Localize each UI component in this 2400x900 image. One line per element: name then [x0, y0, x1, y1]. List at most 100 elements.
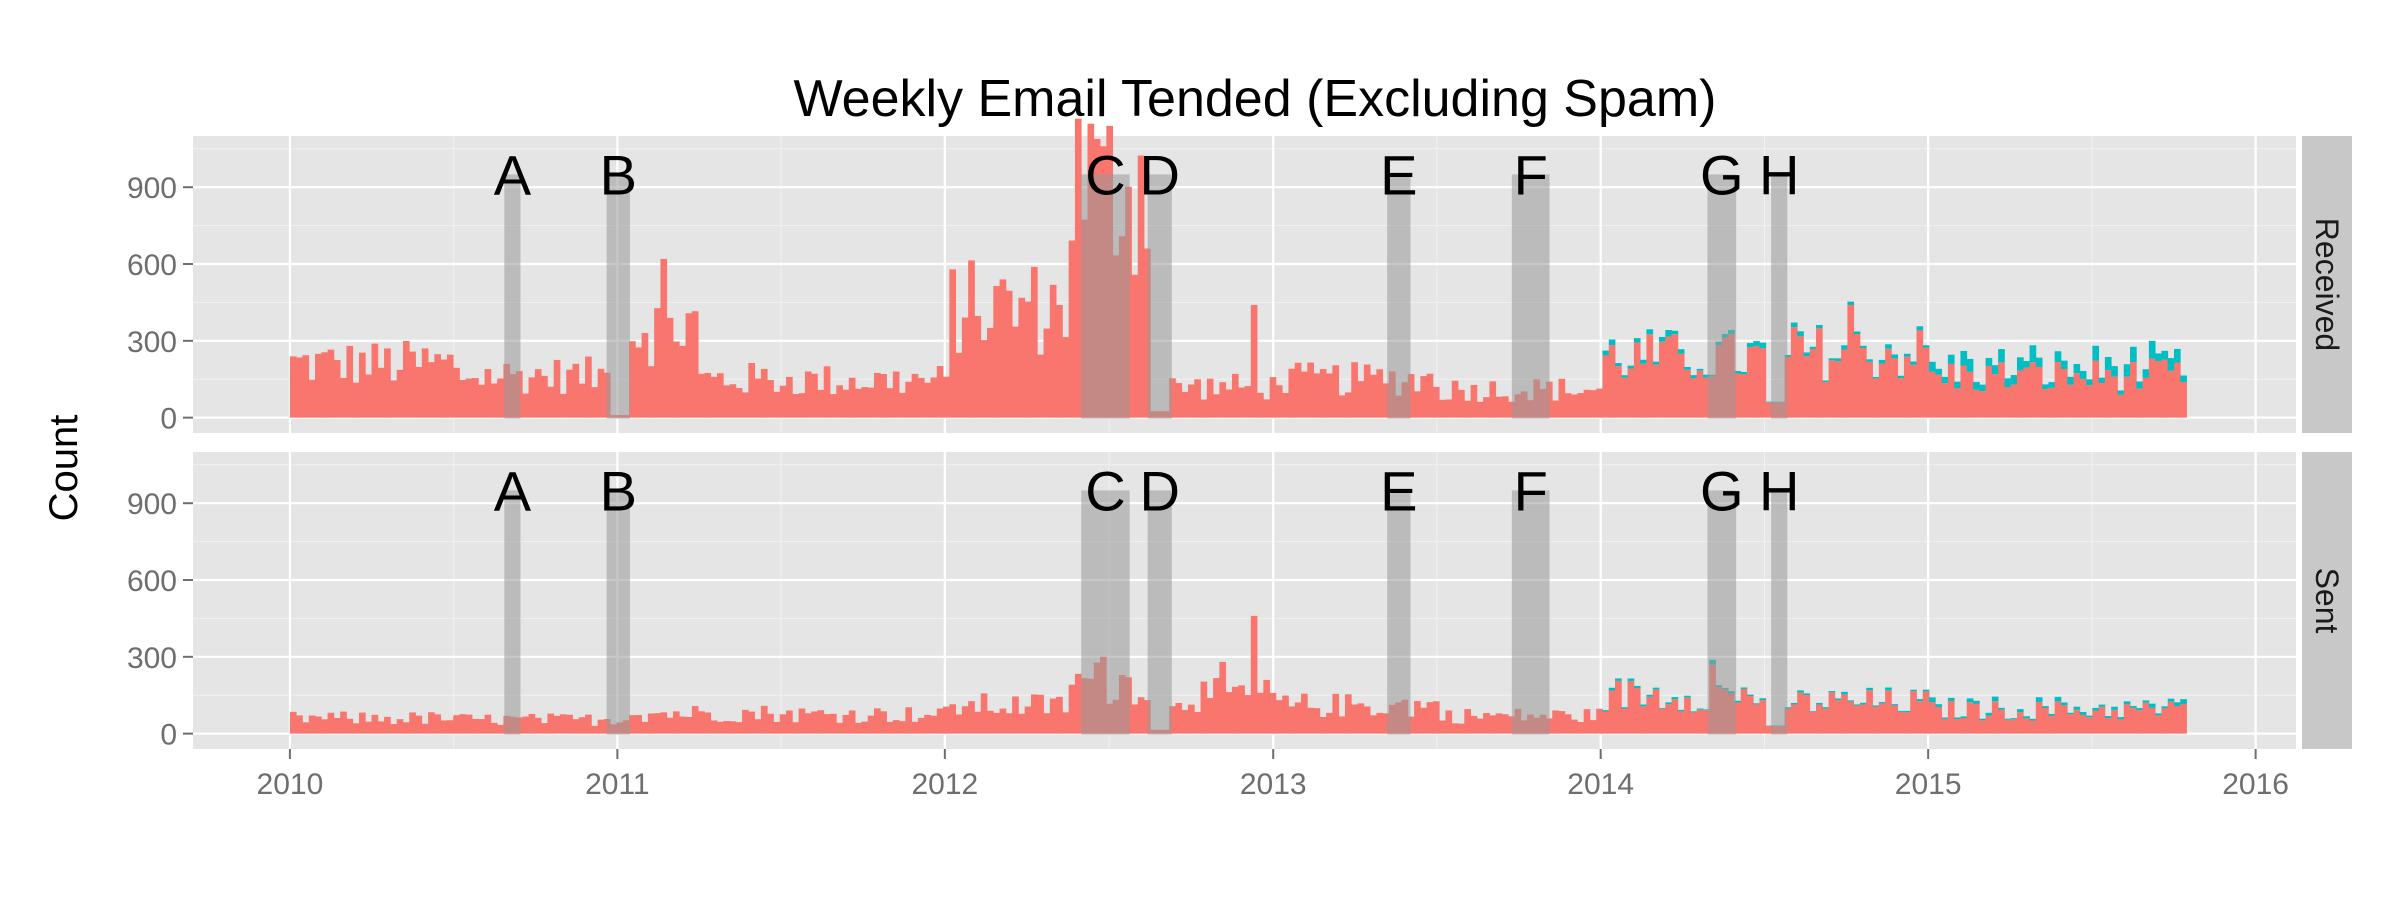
- bar-secondary: [2173, 702, 2181, 707]
- bar: [811, 373, 818, 418]
- bar: [1891, 358, 1899, 418]
- bar-secondary: [1841, 691, 1848, 695]
- bar: [390, 723, 398, 734]
- bar: [591, 725, 599, 734]
- event-shade-c: [1081, 490, 1130, 735]
- bar: [1765, 402, 1773, 418]
- bar: [2029, 362, 2037, 418]
- bar-secondary: [1916, 699, 1924, 702]
- bar: [1784, 708, 1792, 734]
- bar: [1872, 706, 1880, 734]
- bar: [823, 714, 831, 734]
- event-label-c: C: [1085, 459, 1125, 522]
- x-axis: 2010 2011 2012 2013 2014 2015 2016: [257, 749, 2289, 801]
- bar-secondary: [1740, 371, 1748, 375]
- bar: [371, 343, 379, 418]
- bar: [1929, 371, 1936, 418]
- bar: [1696, 709, 1704, 734]
- bar: [421, 348, 429, 418]
- bar: [1891, 705, 1899, 734]
- bar-secondary: [1740, 687, 1748, 689]
- bar: [1822, 708, 1829, 734]
- bar: [974, 315, 982, 418]
- bar-secondary: [1916, 326, 1924, 331]
- bar: [1803, 356, 1811, 418]
- bar: [553, 359, 561, 418]
- bar: [478, 384, 485, 418]
- bar: [1194, 711, 1201, 734]
- bar-secondary: [1935, 704, 1943, 707]
- bar-secondary: [1621, 375, 1628, 378]
- bar: [2086, 385, 2093, 418]
- bar: [1225, 389, 1233, 418]
- bar: [2079, 378, 2087, 418]
- bar-secondary: [2060, 702, 2068, 706]
- bar: [1947, 363, 1955, 418]
- bar: [1451, 380, 1459, 418]
- bar: [1816, 704, 1823, 734]
- bar-secondary: [2092, 707, 2100, 711]
- event-shade-f: [1511, 174, 1550, 419]
- bar: [1200, 399, 1208, 418]
- bar: [1464, 400, 1471, 418]
- bar: [1332, 693, 1340, 734]
- bar: [949, 704, 957, 734]
- bar: [402, 340, 410, 418]
- bar: [1790, 704, 1798, 734]
- bar: [1049, 698, 1057, 734]
- bar: [1979, 391, 1986, 418]
- bar-secondary: [2148, 703, 2156, 708]
- bar: [2148, 358, 2156, 418]
- bar: [1885, 348, 1892, 418]
- x-tick-label: 2015: [1895, 768, 1962, 801]
- bar: [1219, 661, 1227, 734]
- bar: [1338, 716, 1346, 734]
- bar: [541, 375, 548, 418]
- bar: [1646, 334, 1654, 418]
- bar: [528, 713, 536, 734]
- bar: [1640, 363, 1647, 418]
- bar: [315, 353, 322, 418]
- bar: [1922, 691, 1930, 734]
- bar-secondary: [2079, 711, 2087, 715]
- bar: [1947, 700, 1955, 734]
- bar: [905, 707, 913, 734]
- bar-secondary: [2104, 716, 2112, 718]
- bar: [1602, 711, 1610, 734]
- bar: [1659, 341, 1666, 418]
- bar-secondary: [1941, 717, 1949, 719]
- bar: [943, 706, 950, 734]
- bar: [1420, 376, 1428, 418]
- bar: [1313, 373, 1321, 418]
- bar: [428, 712, 435, 734]
- bar: [754, 719, 762, 734]
- bar: [924, 714, 931, 734]
- bar: [748, 363, 756, 418]
- bar-secondary: [1608, 339, 1616, 346]
- event-label-d: D: [1139, 143, 1179, 206]
- bar: [547, 713, 555, 734]
- bar: [961, 706, 969, 734]
- bar: [522, 716, 529, 734]
- bar: [1319, 717, 1327, 734]
- bar: [1319, 369, 1327, 418]
- bar-secondary: [1853, 704, 1861, 706]
- bar: [2117, 719, 2125, 734]
- bar-secondary: [1954, 381, 1961, 389]
- bar: [371, 714, 379, 734]
- bar: [572, 363, 580, 418]
- bar: [1213, 678, 1220, 734]
- bar: [1646, 696, 1654, 734]
- bar-secondary: [1803, 352, 1811, 357]
- x-tick-label: 2011: [585, 768, 650, 801]
- bar: [365, 374, 372, 418]
- event-label-f: F: [1514, 459, 1548, 522]
- bar: [1131, 704, 1139, 734]
- bar: [974, 711, 982, 734]
- bar: [716, 373, 724, 418]
- bar: [691, 706, 699, 734]
- event-shade-b: [606, 490, 630, 735]
- bar: [1414, 391, 1421, 418]
- bar-secondary: [1985, 357, 1993, 366]
- y-tick-label: 900: [127, 172, 177, 205]
